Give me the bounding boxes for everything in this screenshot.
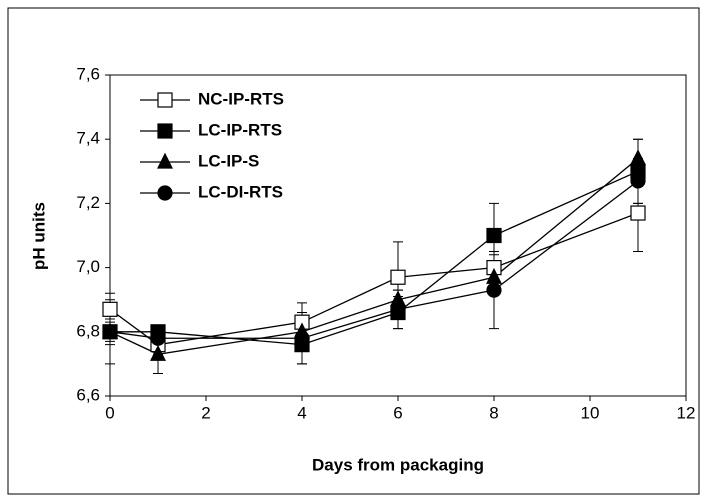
data-point [150,344,166,361]
data-point [486,282,502,298]
data-point [630,205,646,221]
y-tick-label: 7,4 [76,129,100,148]
y-tick-label: 7,6 [76,64,100,83]
legend-label: NC-IP-RTS [198,89,284,108]
data-point [102,301,118,317]
legend-label: LC-IP-RTS [198,120,282,139]
x-tick-label: 8 [489,403,498,422]
series-line [109,180,639,339]
y-axis-label: pH units [29,202,48,270]
series-line [110,170,639,346]
legend-label: LC-DI-RTS [198,182,283,201]
legend-marker [157,185,173,201]
y-tick-label: 6,6 [76,385,100,404]
data-point [630,149,646,166]
legend-marker [157,92,173,108]
data-point [150,330,166,346]
y-tick-label: 7,0 [76,257,100,276]
x-tick-label: 0 [105,403,114,422]
y-tick-label: 7,2 [76,193,100,212]
y-tick-label: 6,8 [76,321,100,340]
series-line [109,212,639,346]
x-tick-label: 10 [581,403,600,422]
legend-marker [157,152,173,169]
legend-label: LC-IP-S [198,151,259,170]
data-point [102,324,118,340]
x-axis-label: Days from packaging [312,455,484,474]
legend-marker [157,123,173,139]
data-point [390,269,406,285]
x-tick-label: 12 [677,403,696,422]
data-point [390,301,406,317]
chart-border [7,7,700,495]
x-tick-label: 2 [201,403,210,422]
data-point [294,330,310,346]
x-tick-label: 4 [297,403,306,422]
series-line [109,157,639,355]
x-tick-label: 6 [393,403,402,422]
data-point [486,227,502,244]
data-point [630,173,646,189]
